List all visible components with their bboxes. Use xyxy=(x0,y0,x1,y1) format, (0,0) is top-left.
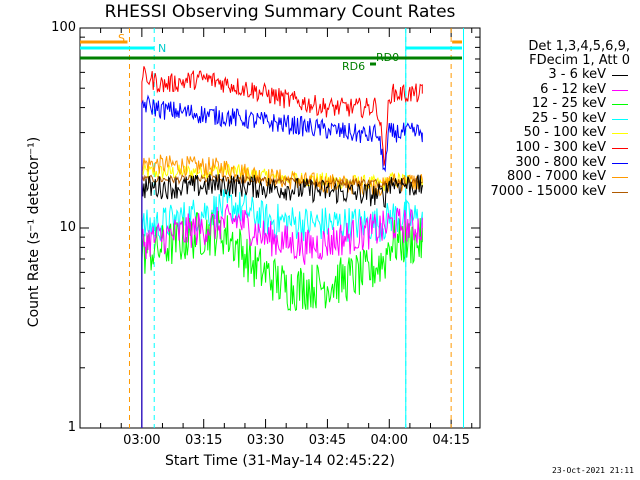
legend: Det 1,3,4,5,6,9, FDecim 1, Att 0 3 - 6 k… xyxy=(482,40,630,199)
legend-swatch xyxy=(612,147,628,149)
legend-swatch xyxy=(612,118,628,120)
legend-header-line-2: FDecim 1, Att 0 xyxy=(529,53,630,68)
legend-swatch xyxy=(612,104,628,106)
legend-item: 3 - 6 keV xyxy=(482,67,630,83)
series-line-12-25keV xyxy=(141,211,423,428)
legend-label: 50 - 100 keV xyxy=(523,125,606,141)
legend-label: 300 - 800 keV xyxy=(515,154,606,170)
rd0-marker-label: RD0 xyxy=(376,51,400,64)
series-line-100-300keV xyxy=(141,66,423,428)
y-tick-label-1: 1 xyxy=(67,420,76,435)
series-line-800-7000keV xyxy=(141,154,423,428)
legend-item: 300 - 800 keV xyxy=(482,154,630,171)
x-tick-label: 04:00 xyxy=(370,433,408,448)
legend-item: 6 - 12 keV xyxy=(482,81,630,98)
legend-label: 7000 - 15000 keV xyxy=(490,183,606,199)
legend-item: 25 - 50 keV xyxy=(482,110,630,127)
legend-header-line-1: Det 1,3,4,5,6,9, xyxy=(528,39,630,54)
legend-swatch xyxy=(612,133,628,135)
series-line-6-12keV xyxy=(141,204,423,428)
saa-marker-label: S xyxy=(118,32,125,45)
x-axis-label: Start Time (31-May-14 02:45:22) xyxy=(164,453,396,469)
x-tick-label: 03:00 xyxy=(123,433,161,448)
x-tick-label: 03:45 xyxy=(308,433,347,448)
x-tick-label: 03:15 xyxy=(184,433,223,448)
generation-timestamp: 23-Oct-2021 21:11 xyxy=(552,466,634,475)
legend-swatch xyxy=(612,177,628,179)
y-axis-label: Count Rate (s⁻¹ detector⁻¹) xyxy=(26,136,42,328)
legend-item: 12 - 25 keV xyxy=(482,96,630,112)
legend-item: 800 - 7000 keV xyxy=(482,169,630,185)
series-line-50-100keV xyxy=(141,162,423,428)
legend-label: 800 - 7000 keV xyxy=(507,169,606,185)
legend-label: 6 - 12 keV xyxy=(540,81,606,97)
series-line-7000-15000keV xyxy=(141,173,423,428)
y-tick-label-100: 100 xyxy=(51,20,76,35)
legend-swatch xyxy=(612,162,628,164)
legend-label: 25 - 50 keV xyxy=(531,110,606,126)
legend-label: 12 - 25 keV xyxy=(531,96,606,112)
legend-item: 50 - 100 keV xyxy=(482,126,630,141)
legend-item: 7000 - 15000 keV xyxy=(482,183,630,200)
x-tick-label: 04:15 xyxy=(432,433,470,448)
legend-label: 3 - 6 keV xyxy=(548,67,606,82)
rd6-marker-label: RD6 xyxy=(342,60,366,73)
night-marker-label: N xyxy=(158,42,167,55)
legend-swatch xyxy=(612,75,628,76)
legend-swatch xyxy=(612,191,628,193)
y-tick-label-10: 10 xyxy=(59,220,76,235)
series-line-3-6keV xyxy=(141,174,423,428)
legend-item: 100 - 300 keV xyxy=(482,139,630,156)
legend-swatch xyxy=(612,89,628,91)
x-tick-label: 03:30 xyxy=(246,433,285,448)
chart-title: RHESSI Observing Summary Count Rates xyxy=(104,2,456,22)
legend-label: 100 - 300 keV xyxy=(515,139,606,155)
series-line-300-800keV xyxy=(141,94,423,428)
